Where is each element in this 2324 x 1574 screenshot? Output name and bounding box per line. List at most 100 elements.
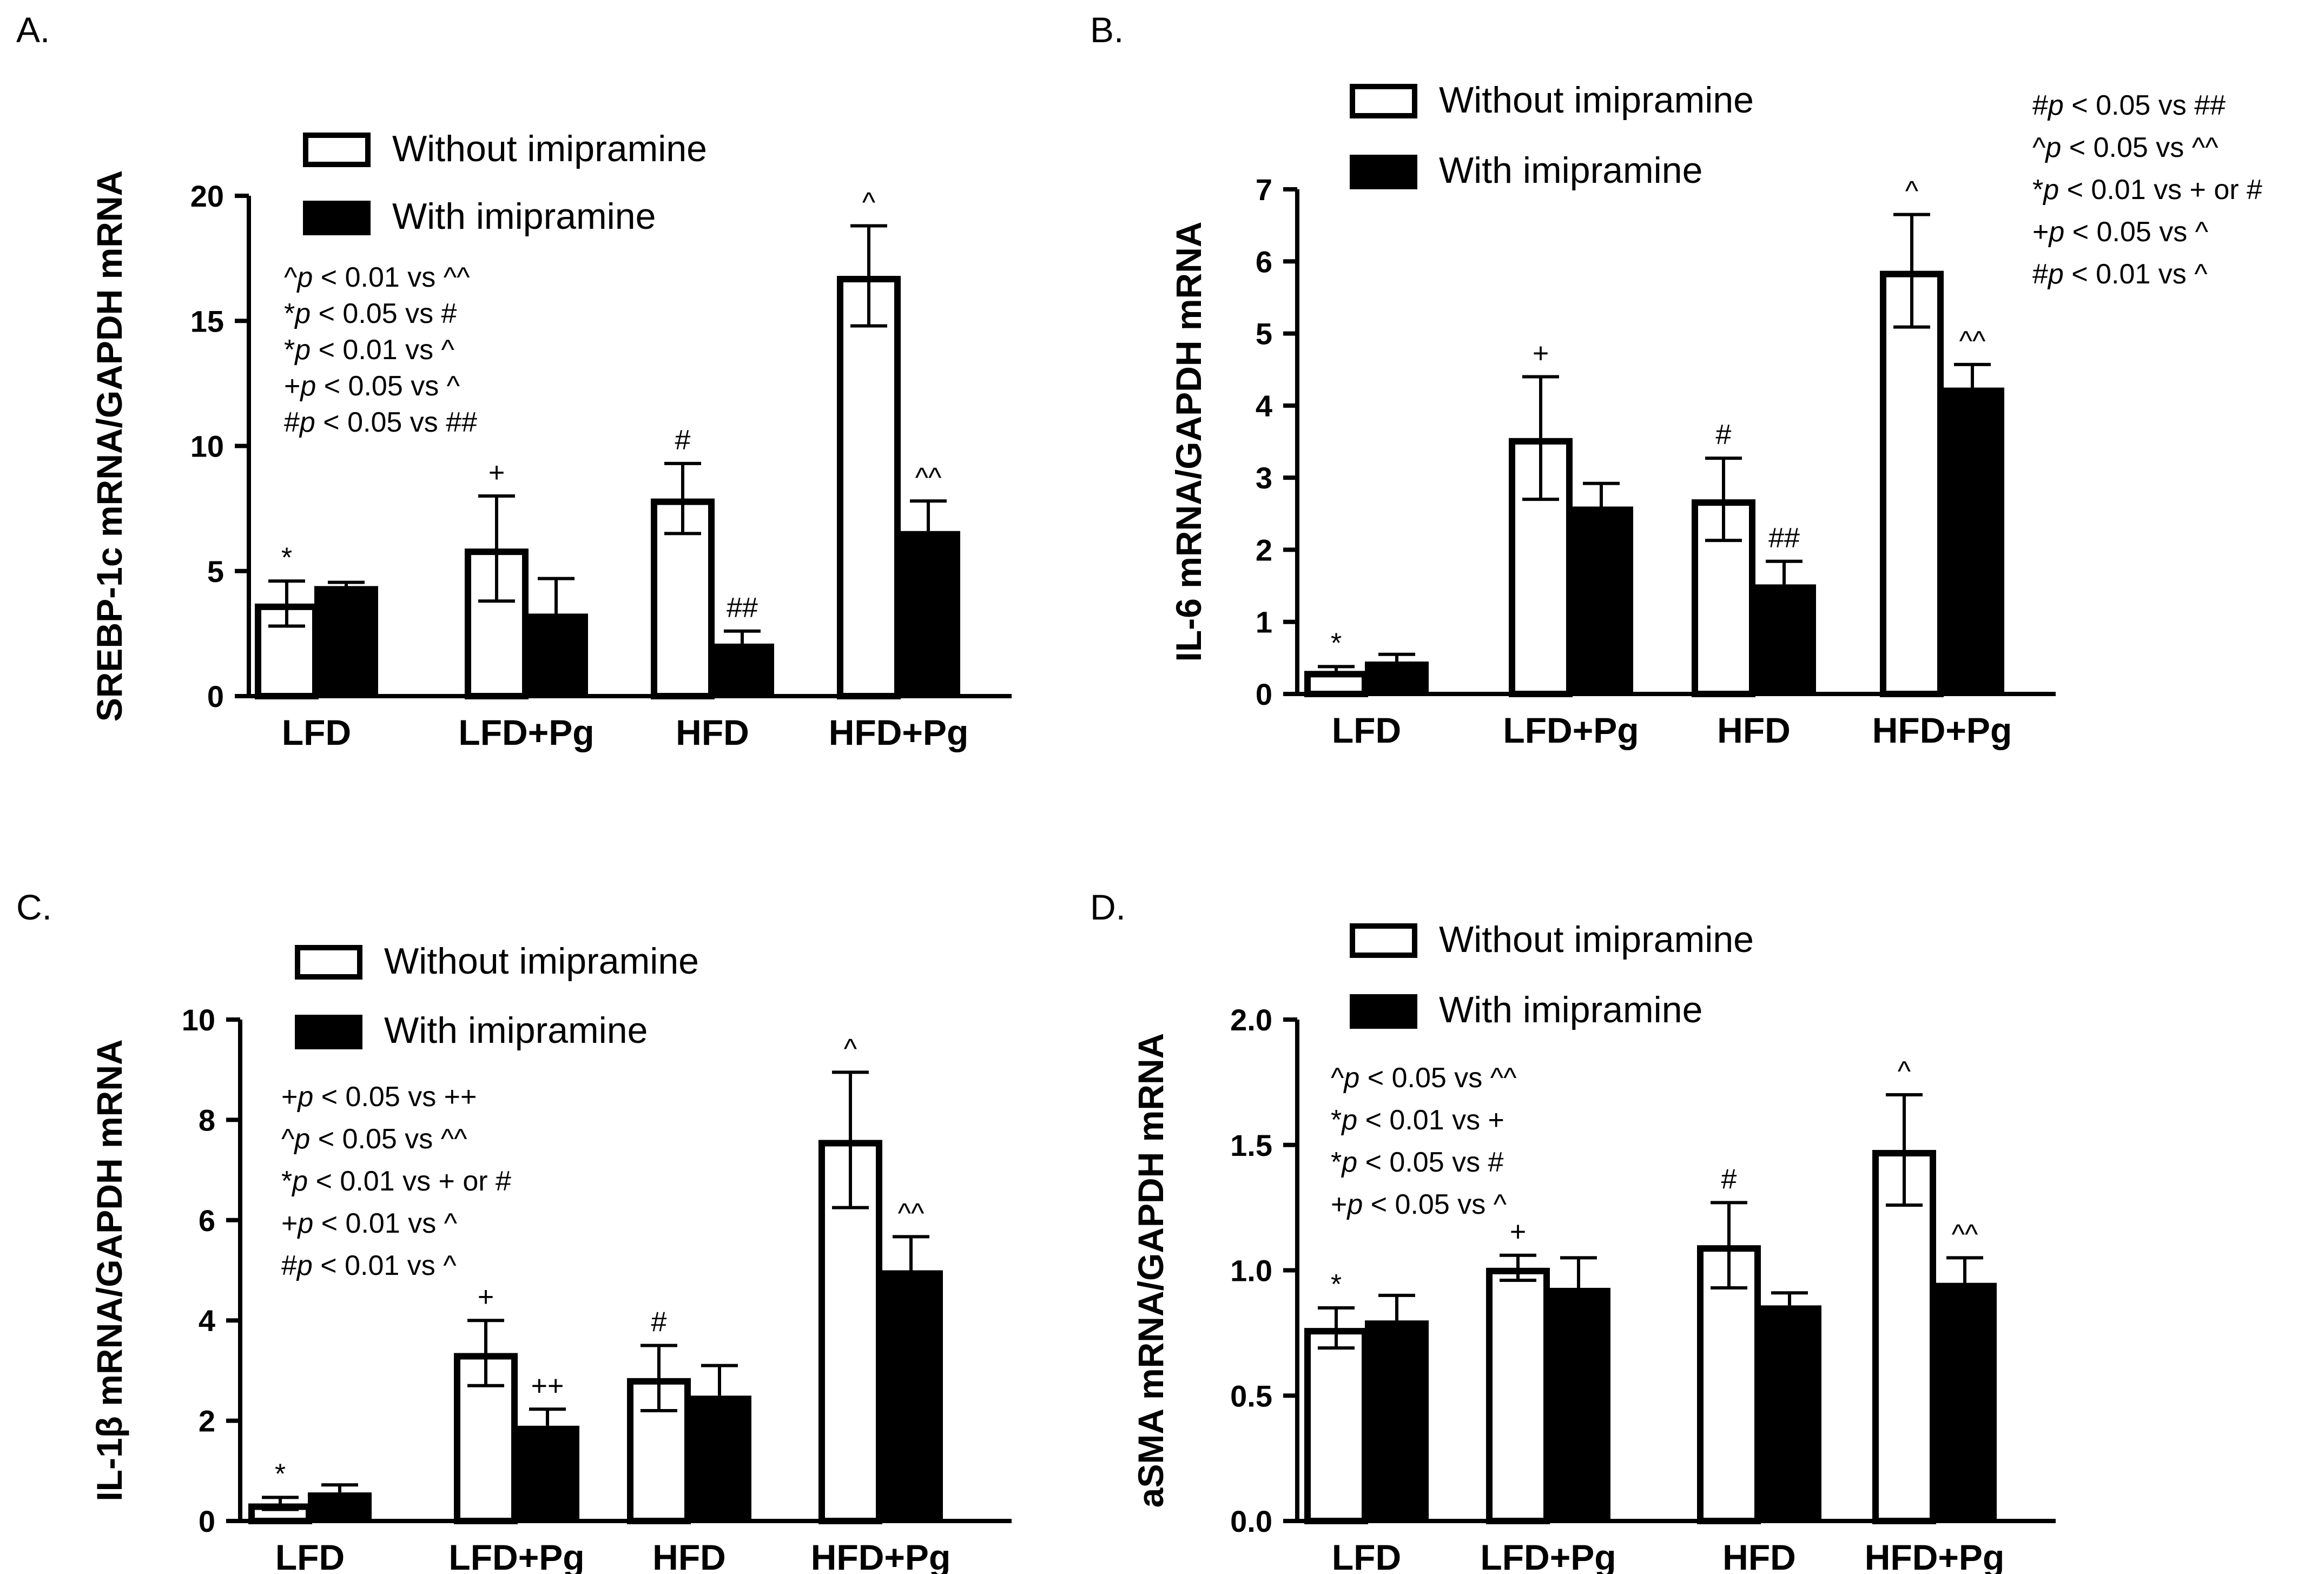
panel-label: C. <box>16 887 52 927</box>
significance-mark: ^^ <box>1952 1219 1978 1250</box>
significance-note: #p < 0.05 vs ## <box>2032 90 2226 121</box>
significance-mark: ^ <box>862 187 876 219</box>
significance-mark: ^ <box>1905 176 1919 207</box>
significance-note: #p < 0.01 vs ^ <box>2032 259 2208 290</box>
error-bar <box>1318 665 1355 677</box>
x-category-label: HFD+Pg <box>829 712 969 752</box>
significance-mark: # <box>651 1307 667 1338</box>
error-bar <box>1560 1256 1597 1288</box>
significance-mark: + <box>1510 1216 1526 1248</box>
panel-label: D. <box>1090 887 1126 927</box>
y-tick-label: 15 <box>190 304 224 338</box>
significance-mark: * <box>281 542 292 573</box>
significance-note: +p < 0.05 vs ^ <box>1331 1189 1507 1220</box>
significance-notes: ^p < 0.05 vs ^^ *p < 0.01 vs + *p < 0.05 v… <box>1331 1062 1517 1220</box>
significance-note: ^p < 0.05 vs ^^ <box>2032 132 2219 163</box>
legend: Without imipramine With imipramine <box>1350 80 1754 191</box>
bar-without-lfd <box>1304 671 1368 697</box>
significance-mark: ^^ <box>915 462 942 493</box>
significance-mark: ^^ <box>1959 326 1986 357</box>
error-bar <box>529 1407 566 1426</box>
significance-mark: + <box>478 1281 494 1313</box>
legend: Without imipramine With imipramine <box>295 941 699 1051</box>
legend-label-without: Without imipramine <box>384 941 699 982</box>
panel-c: C.IL-1β mRNA/GAPDH mRNA0246810*LFD+++LFD… <box>16 887 1012 1574</box>
error-bar <box>1766 559 1803 585</box>
significance-note: ^p < 0.05 vs ^^ <box>1331 1062 1517 1094</box>
x-category-label: HFD+Pg <box>1872 710 2012 750</box>
x-category-label: LFD <box>275 1537 345 1574</box>
legend-label-without: Without imipramine <box>1439 919 1754 960</box>
error-bar <box>268 579 305 628</box>
significance-notes: ^p < 0.01 vs ^^ *p < 0.05 vs # *p < 0.01 v… <box>284 262 477 438</box>
error-bar <box>478 494 515 603</box>
panel-a: A. SREBP-1c mRNA/GAPDH mRNA 0 5 10 15 20 * LFD + L… <box>16 10 1012 752</box>
y-tick-label: 4 <box>1256 389 1272 423</box>
panel-b: B. IL-6 mRNA/GAPDH mRNA 0 1 2 3 4 5 6 7 * LFD + LFD+P… <box>1090 10 2262 750</box>
significance-mark: + <box>488 457 505 488</box>
significance-note: +p < 0.05 vs ^ <box>284 371 460 402</box>
y-tick-label: 1 <box>1256 605 1272 639</box>
y-tick-label: 10 <box>182 1003 215 1037</box>
x-category-label: HFD <box>652 1537 726 1574</box>
significance-note: *p < 0.05 vs # <box>284 298 457 329</box>
y-tick-label: 6 <box>1256 244 1272 279</box>
x-category-label: HFD+Pg <box>811 1537 951 1574</box>
error-bar <box>910 499 947 531</box>
y-tick-label: 0.0 <box>1230 1504 1272 1538</box>
error-bar <box>467 1319 504 1387</box>
significance-notes: +p < 0.05 vs ++ ^p < 0.05 vs ^^ *p < 0.01 … <box>281 1081 511 1281</box>
x-category-label: LFD+Pg <box>1480 1537 1616 1574</box>
significance-mark: * <box>1331 1269 1342 1300</box>
y-tick-label: 7 <box>1256 173 1272 207</box>
significance-mark: * <box>275 1458 286 1490</box>
bar-with-lfd-pg <box>1569 506 1633 694</box>
significance-notes: #p < 0.05 vs ## ^p < 0.05 vs ^^ *p < 0.01 … <box>2032 90 2262 290</box>
y-tick-label: 5 <box>207 554 224 588</box>
legend-label-without: Without imipramine <box>1439 80 1754 121</box>
bar-with-hfd <box>710 643 774 696</box>
significance-note: +p < 0.05 vs ++ <box>281 1081 477 1113</box>
y-tick-label: 20 <box>190 179 224 213</box>
significance-mark: ^^ <box>898 1198 925 1229</box>
error-bar <box>1771 1291 1808 1306</box>
error-bar <box>664 461 701 535</box>
y-tick-label: 4 <box>199 1304 215 1338</box>
significance-mark: # <box>1721 1163 1737 1195</box>
significance-mark: ++ <box>531 1370 564 1401</box>
y-axis-title: IL-1β mRNA/GAPDH mRNA <box>89 1039 129 1501</box>
bar-with-lfd-pg <box>516 1425 579 1521</box>
legend: Without imipramine With imipramine <box>1350 919 1754 1030</box>
error-bar <box>1893 213 1930 329</box>
bar-with-hfd-pg <box>1933 1282 1997 1521</box>
y-tick-label: 8 <box>199 1103 215 1137</box>
legend-label-with: With imipramine <box>384 1010 648 1051</box>
legend: Without imipramine With imipramine <box>303 128 707 237</box>
significance-mark: ^ <box>1898 1056 1911 1087</box>
error-bar <box>1500 1253 1536 1282</box>
bar-with-hfd-pg <box>896 531 960 696</box>
x-category-label: LFD+Pg <box>458 712 594 752</box>
y-tick-label: 3 <box>1256 461 1272 495</box>
legend-swatch-without <box>295 945 362 980</box>
error-bar <box>262 1496 299 1511</box>
legend-swatch-without <box>1350 84 1417 118</box>
error-bar <box>1886 1093 1923 1207</box>
bar-without-hfd-pg <box>1872 1150 1936 1524</box>
error-bar <box>724 629 761 644</box>
significance-note: *p < 0.01 vs + <box>1331 1105 1504 1136</box>
legend-swatch-with <box>295 1015 362 1049</box>
bar-with-hfd-pg <box>1940 387 2004 694</box>
bar-with-lfd-pg <box>1547 1287 1610 1521</box>
bar-with-lfd-pg <box>524 613 588 696</box>
y-tick-label: 2.0 <box>1230 1003 1272 1037</box>
y-tick-label: 0.5 <box>1230 1379 1272 1413</box>
bar-with-lfd <box>1365 1320 1429 1521</box>
error-bar <box>893 1235 929 1271</box>
significance-mark: + <box>1533 338 1549 369</box>
error-bar <box>641 1344 677 1413</box>
bar-without-hfd-pg <box>837 276 901 699</box>
error-bar <box>832 1070 869 1209</box>
x-category-label: HFD+Pg <box>1865 1537 2005 1574</box>
